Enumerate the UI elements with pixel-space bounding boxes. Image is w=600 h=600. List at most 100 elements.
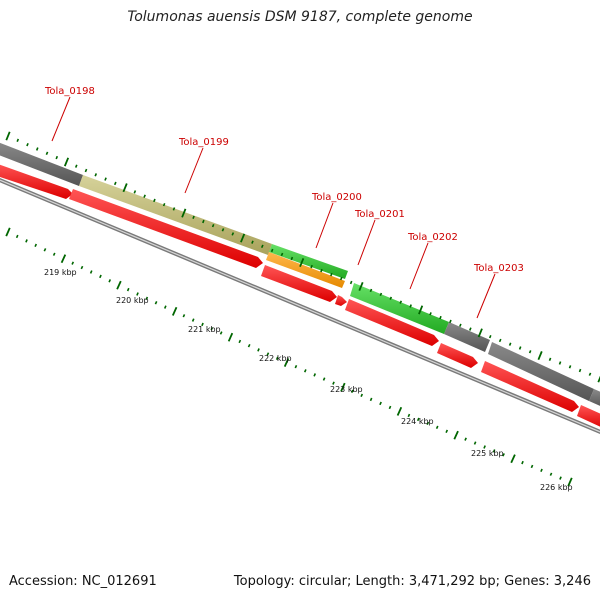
minor-tick <box>407 413 411 418</box>
minor-tick <box>568 365 572 369</box>
minor-tick <box>143 194 146 198</box>
minor-tick <box>320 268 323 273</box>
minor-tick <box>25 239 28 243</box>
gene-label: Tola_0203 <box>473 263 524 274</box>
minor-tick <box>15 234 19 239</box>
minor-tick <box>459 323 462 327</box>
minor-tick <box>416 417 420 422</box>
gene-label: Tola_0199 <box>178 137 229 148</box>
minor-tick <box>162 202 166 207</box>
minor-tick <box>126 287 130 292</box>
feature-gray-3 <box>488 342 594 401</box>
kbp-label: 219 kbp <box>44 268 77 277</box>
minor-tick <box>45 151 49 156</box>
minor-tick <box>530 464 534 469</box>
minor-tick <box>202 219 205 224</box>
minor-tick <box>52 252 56 256</box>
minor-tick <box>182 314 186 318</box>
kbp-label: 222 kbp <box>259 354 292 363</box>
minor-tick <box>113 181 117 186</box>
major-tick <box>340 382 346 392</box>
minor-tick <box>260 244 264 249</box>
major-tick <box>418 305 424 315</box>
major-tick <box>453 430 459 440</box>
minor-tick <box>548 357 552 361</box>
feature-red-6 <box>437 343 478 368</box>
minor-tick <box>468 327 472 331</box>
major-tick <box>122 183 128 193</box>
minor-tick <box>388 405 392 410</box>
accession-text: Accession: NC_012691 <box>9 574 157 589</box>
minor-tick <box>449 319 452 324</box>
minor-tick <box>445 429 449 434</box>
minor-tick <box>163 305 167 309</box>
minor-tick <box>219 331 223 335</box>
minor-tick <box>16 138 20 142</box>
kbp-label: 226 kbp <box>540 483 573 492</box>
minor-tick <box>35 147 39 151</box>
feature-olive <box>79 175 272 255</box>
minor-tick <box>473 441 477 445</box>
minor-tick <box>435 425 439 430</box>
gene-label-leaders <box>51 96 496 319</box>
genome-summary-text: Topology: circular; Length: 3,471,292 bp… <box>233 574 591 589</box>
minor-tick <box>270 248 274 253</box>
major-tick <box>5 131 11 141</box>
inner-tick-marks <box>5 227 573 487</box>
minor-tick <box>339 276 343 281</box>
minor-tick <box>280 252 284 257</box>
minor-tick <box>108 279 112 283</box>
feature-red-7 <box>481 361 579 412</box>
kbp-label: 223 kbp <box>330 385 363 394</box>
minor-tick <box>350 389 354 394</box>
major-tick <box>60 254 67 264</box>
feature-red-3 <box>261 265 337 302</box>
minor-tick <box>192 215 195 219</box>
backbone <box>0 177 600 434</box>
minor-tick <box>399 300 403 304</box>
minor-tick <box>521 460 524 465</box>
minor-tick <box>80 265 84 270</box>
major-tick <box>537 351 543 361</box>
major-tick <box>477 328 483 338</box>
minor-tick <box>409 304 412 308</box>
minor-tick <box>360 393 364 398</box>
minor-tick <box>369 288 373 293</box>
minor-tick <box>508 342 512 346</box>
minor-tick <box>290 256 294 261</box>
feature-gray-4 <box>589 389 600 406</box>
minor-tick <box>74 164 78 168</box>
major-tick <box>396 406 403 416</box>
minor-tick <box>322 377 326 381</box>
minor-tick <box>330 272 333 277</box>
minor-tick <box>251 240 254 244</box>
minor-tick <box>303 369 307 373</box>
minor-tick <box>369 397 373 402</box>
gene-label: Tola_0202 <box>407 232 458 243</box>
minor-tick <box>294 364 298 369</box>
minor-tick <box>99 274 102 279</box>
minor-tick <box>332 381 335 385</box>
kbp-label: 220 kbp <box>116 296 149 305</box>
minor-tick <box>191 318 195 322</box>
minor-tick <box>210 326 214 331</box>
minor-tick <box>201 322 204 327</box>
minor-tick <box>133 190 137 194</box>
minor-tick <box>94 173 98 177</box>
minor-tick <box>266 352 270 356</box>
major-tick <box>283 358 290 367</box>
red-feature-track <box>0 164 600 427</box>
feature-red-4 <box>335 295 347 306</box>
major-tick <box>5 227 11 237</box>
minor-tick <box>492 449 496 453</box>
minor-tick <box>389 296 393 300</box>
minor-tick <box>528 350 532 354</box>
minor-tick <box>43 248 47 252</box>
minor-tick <box>89 270 93 274</box>
major-tick <box>358 281 364 291</box>
minor-tick <box>104 177 107 181</box>
minor-tick <box>238 339 242 344</box>
feature-gray-1 <box>0 142 83 186</box>
minor-tick <box>498 338 502 343</box>
outer-tick-marks <box>5 131 600 383</box>
